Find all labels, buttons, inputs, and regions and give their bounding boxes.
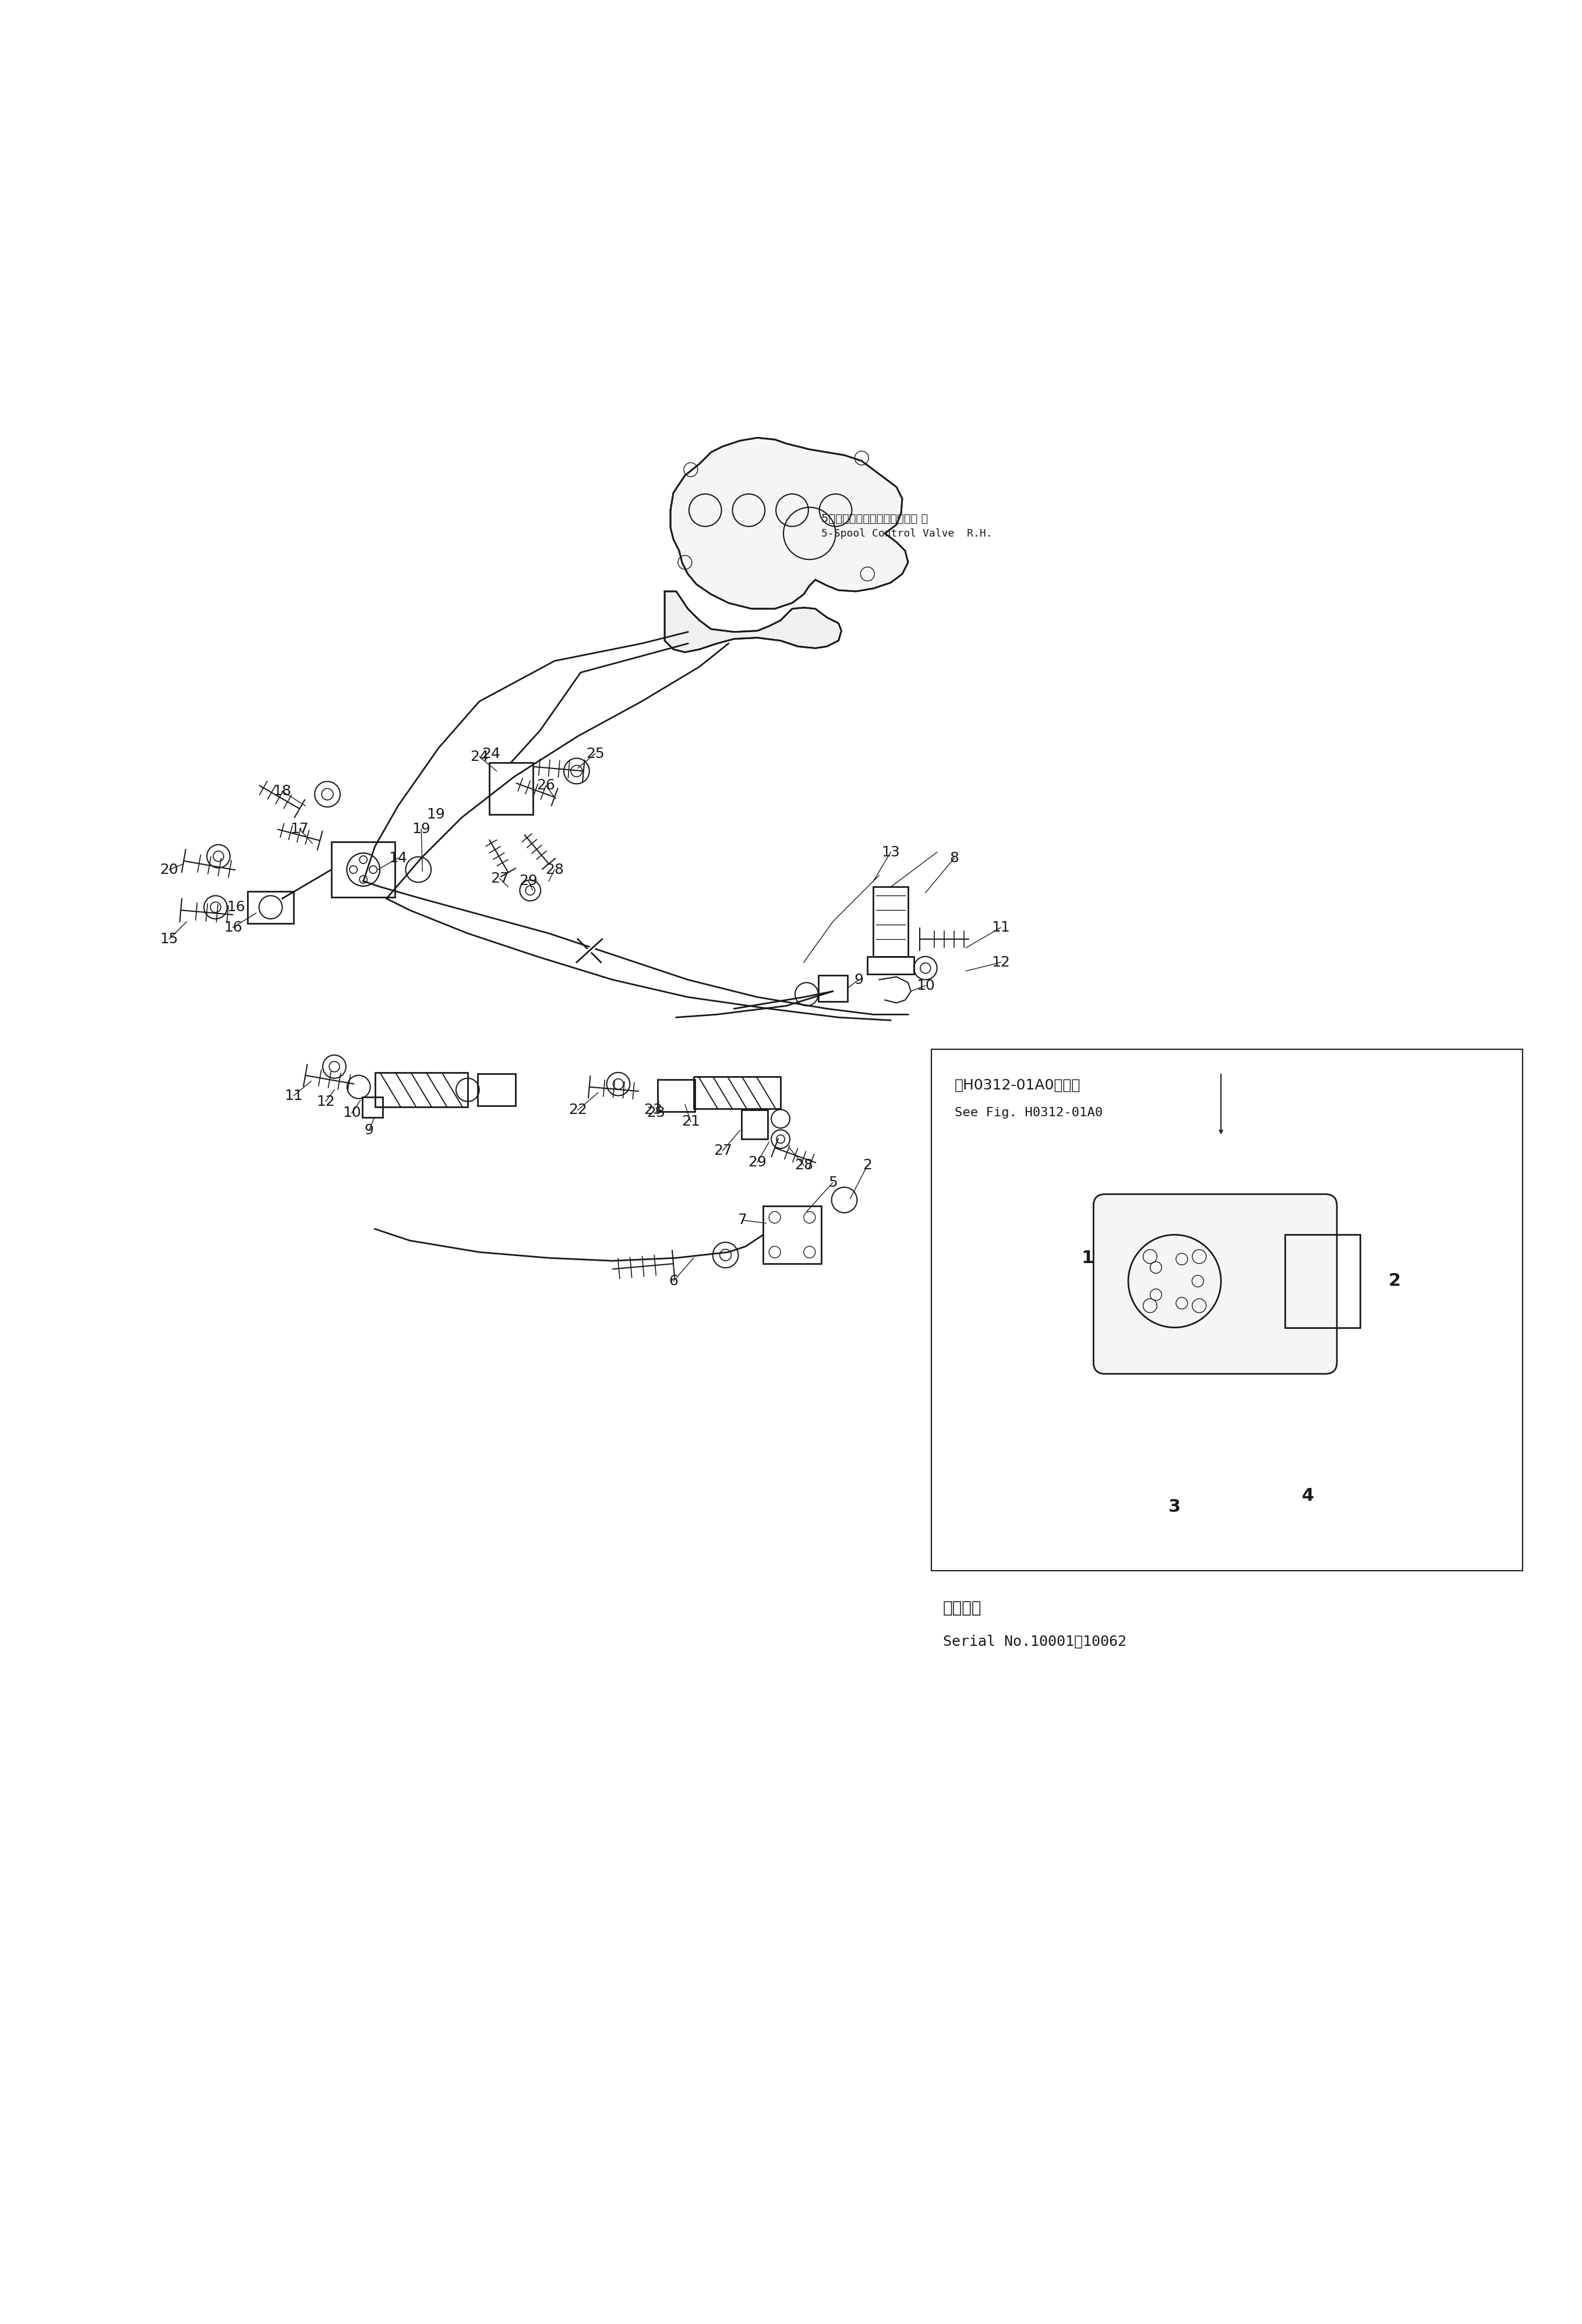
Text: 11: 11 [992, 920, 1009, 934]
Text: 13: 13 [881, 846, 900, 860]
Text: 18: 18 [274, 783, 291, 799]
Text: 29: 29 [748, 1155, 767, 1169]
Text: 4: 4 [1302, 1487, 1315, 1504]
Text: 24: 24 [481, 746, 500, 760]
Bar [478, 1074, 516, 1106]
Bar [763, 1206, 821, 1264]
Text: 29: 29 [519, 874, 538, 888]
Text: 9: 9 [364, 1122, 373, 1136]
Text: 1: 1 [1082, 1250, 1093, 1267]
Bar [362, 1097, 383, 1118]
Text: 22: 22 [568, 1104, 587, 1118]
Text: 11: 11 [285, 1088, 304, 1102]
Polygon shape [671, 437, 908, 609]
Text: 19: 19 [411, 823, 430, 837]
Text: 19: 19 [427, 806, 445, 820]
Text: 28: 28 [546, 862, 563, 876]
Text: 2: 2 [862, 1157, 872, 1171]
Text: 28: 28 [794, 1157, 813, 1171]
Text: 2: 2 [1389, 1274, 1402, 1290]
Text: 21: 21 [682, 1116, 699, 1129]
Text: 第H0312-01A0図参照: 第H0312-01A0図参照 [954, 1078, 1081, 1092]
Text: 25: 25 [585, 746, 604, 760]
Text: 3: 3 [1169, 1499, 1180, 1515]
Text: 16: 16 [226, 899, 245, 913]
Bar [1285, 1234, 1361, 1327]
Bar [489, 762, 533, 813]
Text: 10: 10 [342, 1106, 361, 1120]
Text: 5スプールコントロールバルブ 右: 5スプールコントロールバルブ 右 [821, 514, 929, 525]
Text: 16: 16 [223, 920, 242, 934]
Bar [932, 1048, 1522, 1571]
Text: 9: 9 [854, 974, 864, 988]
Text: 5-Spool Control Valve  R.H.: 5-Spool Control Valve R.H. [821, 528, 992, 539]
Bar [873, 888, 908, 957]
Text: See Fig. H0312-01A0: See Fig. H0312-01A0 [954, 1106, 1103, 1118]
Polygon shape [664, 590, 842, 653]
Text: 27: 27 [713, 1143, 732, 1157]
Bar [375, 1071, 468, 1106]
Text: 適用号機: 適用号機 [943, 1599, 981, 1615]
Bar [693, 1076, 780, 1109]
Text: 20: 20 [160, 862, 179, 876]
Text: 15: 15 [160, 932, 179, 946]
Text: 14: 14 [389, 851, 408, 865]
Bar [247, 892, 294, 923]
Bar [867, 957, 914, 974]
Text: 8: 8 [949, 851, 959, 865]
Text: 7: 7 [739, 1213, 748, 1227]
Text: 23: 23 [644, 1104, 663, 1118]
Text: 6: 6 [669, 1274, 679, 1287]
Text: 10: 10 [916, 978, 935, 992]
Text: 27: 27 [490, 872, 509, 885]
Text: 23: 23 [647, 1106, 666, 1120]
Text: 26: 26 [536, 779, 555, 792]
Text: 17: 17 [291, 823, 308, 837]
Text: 5: 5 [827, 1176, 837, 1190]
Bar [742, 1111, 767, 1139]
FancyBboxPatch shape [1093, 1195, 1337, 1373]
Bar [332, 841, 396, 897]
Text: 12: 12 [992, 955, 1009, 969]
Bar [818, 976, 848, 1002]
Text: Serial No.10001～10062: Serial No.10001～10062 [943, 1634, 1126, 1648]
Text: 12: 12 [316, 1095, 335, 1109]
Text: 24: 24 [470, 751, 489, 765]
Bar [658, 1081, 694, 1111]
